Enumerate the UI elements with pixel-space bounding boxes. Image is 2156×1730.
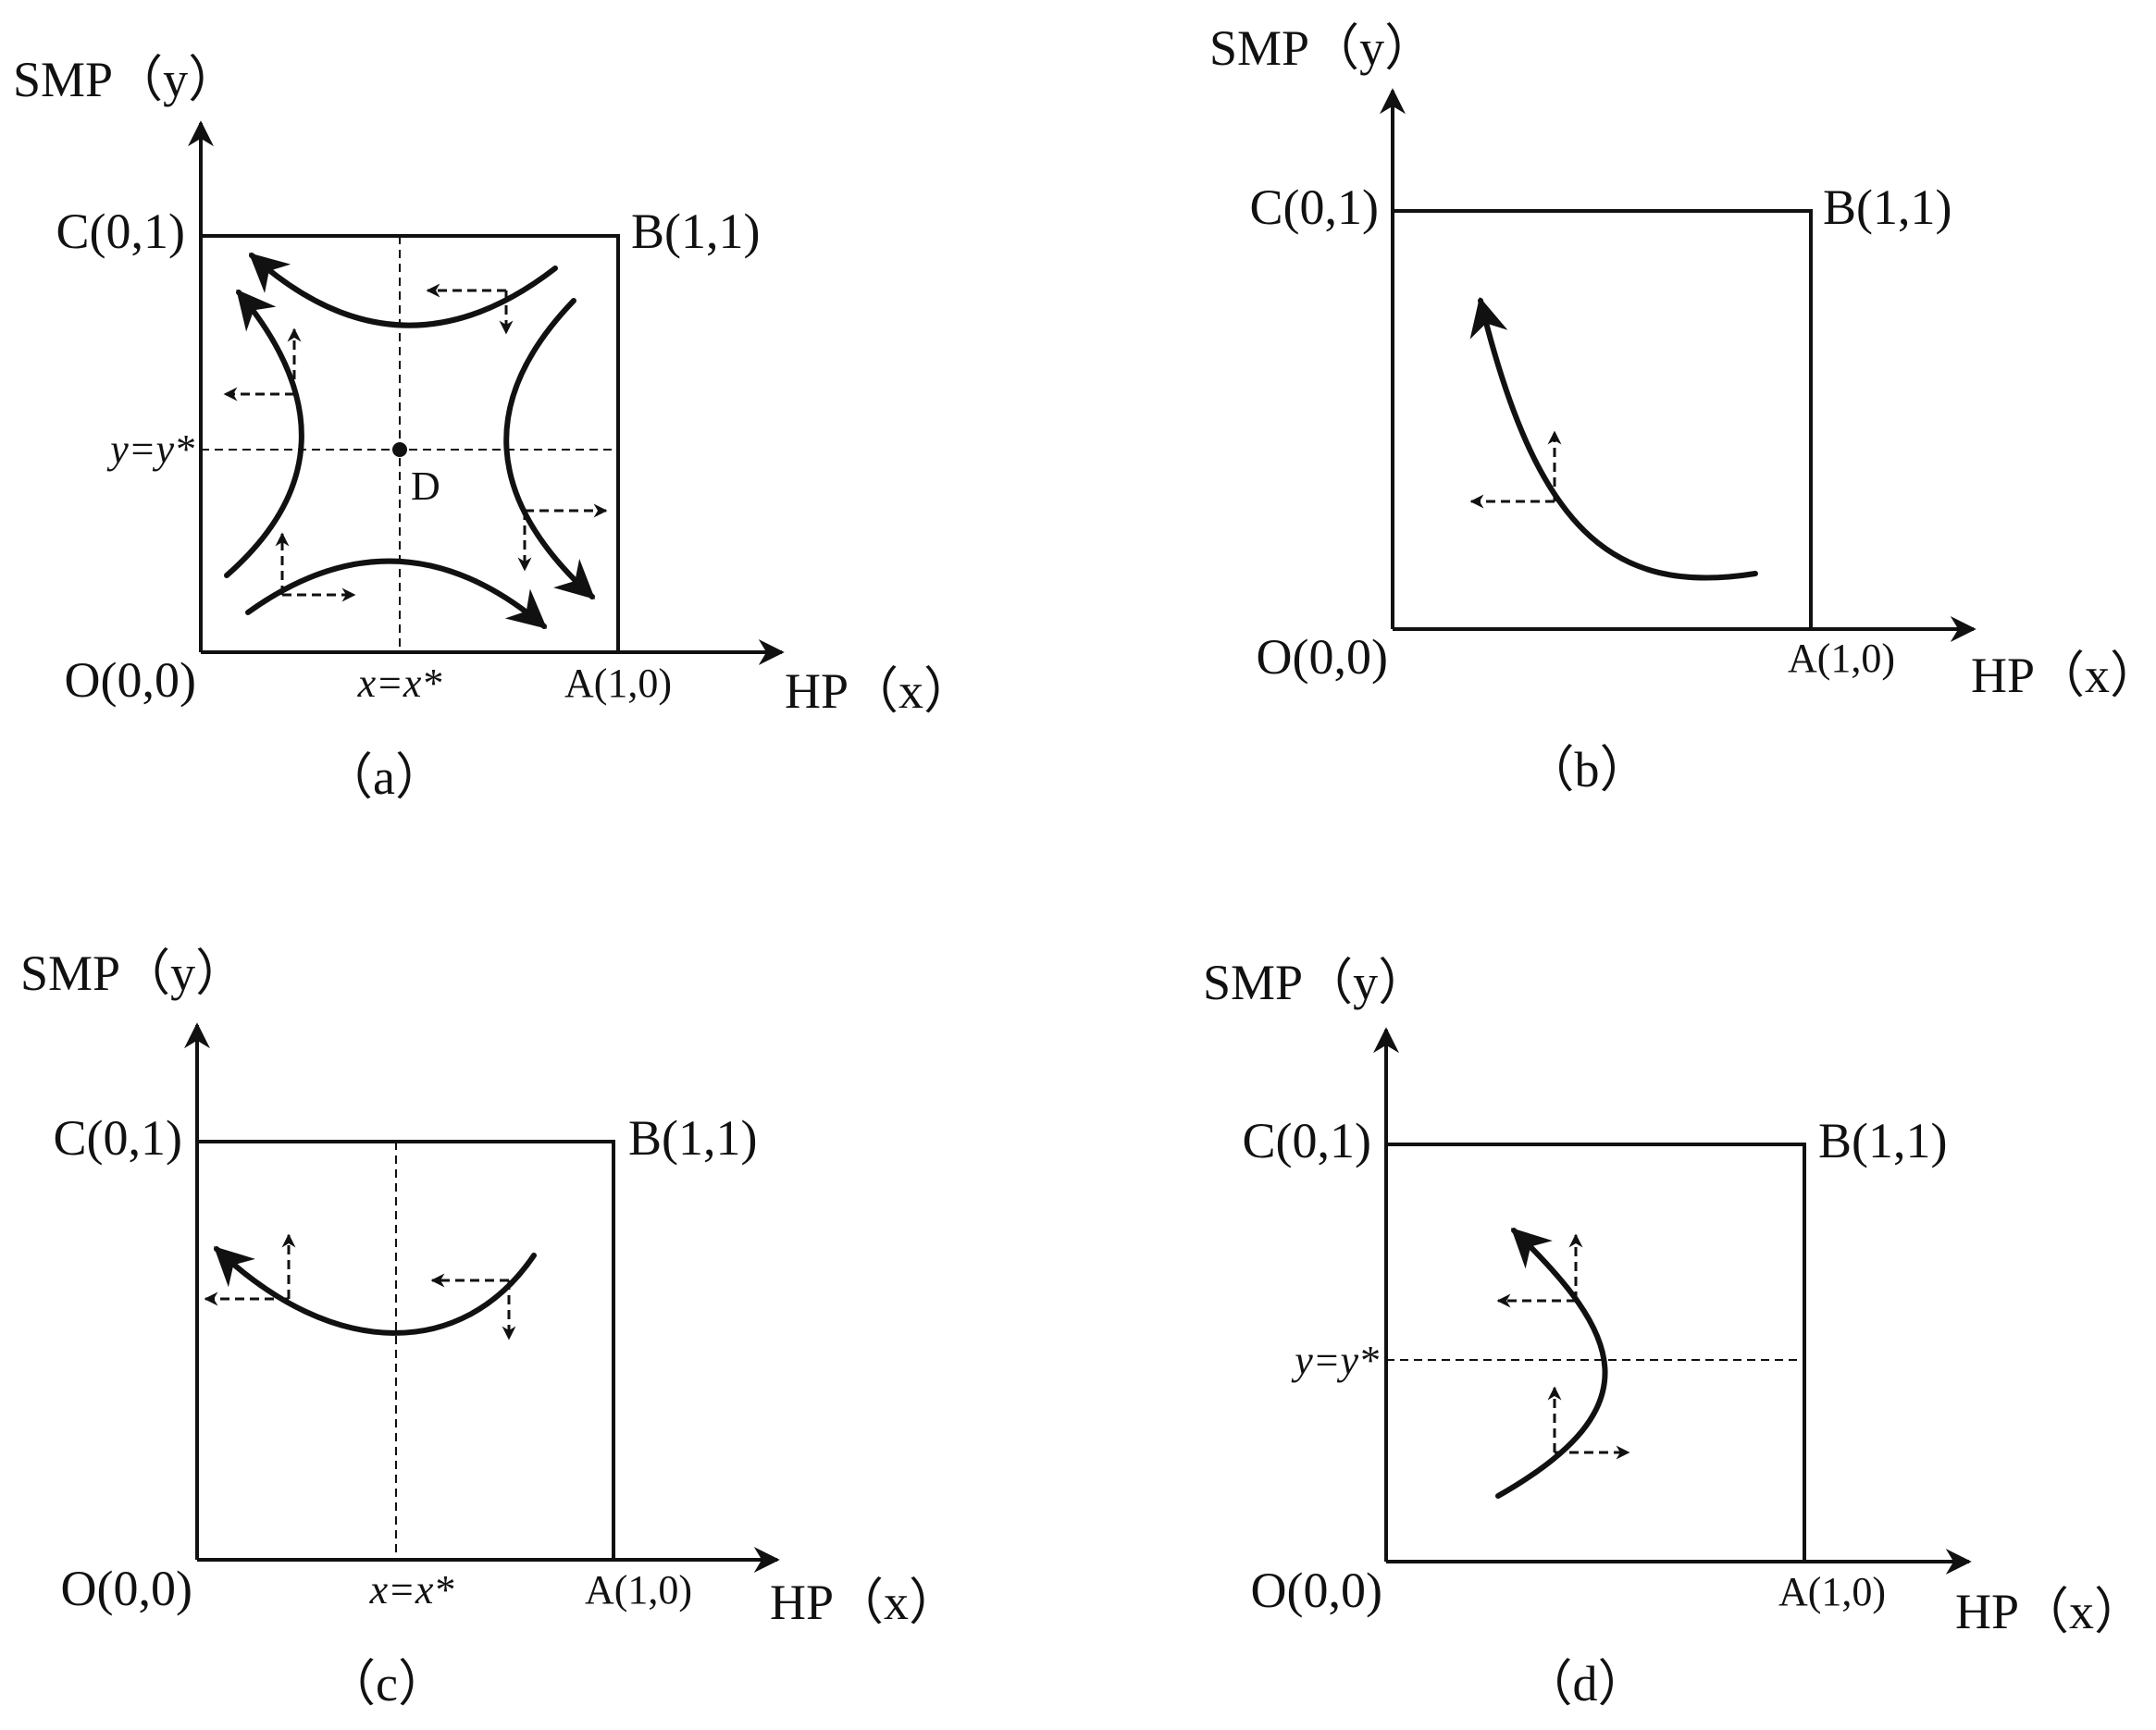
panel-b-corner-c: C(0,1) <box>1250 179 1379 235</box>
panel-a-point-d-label: D <box>411 463 440 509</box>
panel-c-x-guide-label: x=x* <box>369 1567 454 1613</box>
panel-a-bottom-trajectory <box>245 558 548 629</box>
panel-c-corner-c: C(0,1) <box>54 1110 182 1166</box>
panel-c-x-axis-label: HP（x） <box>770 1575 959 1630</box>
panel-c-origin: O(0,0) <box>61 1561 192 1616</box>
panel-c-corner-a: A(1,0) <box>585 1567 692 1613</box>
panel-b: SMP（y） HP（x） C(0,1) B(1,1) O(0,0) A(1,0)… <box>1209 20 2156 797</box>
panel-a-x-axis-label: HP（x） <box>785 663 973 719</box>
panel-c: SMP（y） HP（x） C(0,1) B(1,1) O(0,0) A(1,0)… <box>20 945 959 1711</box>
panel-c-y-axis-label: SMP（y） <box>20 945 245 1001</box>
panel-a-corner-b: B(1,1) <box>631 204 760 259</box>
panel-a-unit-square <box>201 234 620 652</box>
panel-a: SMP（y） HP（x） C(0,1) B(1,1) O(0,0) A(1,0)… <box>13 52 973 805</box>
panel-a-top-trajectory <box>248 253 558 328</box>
panel-a-left-trajectory <box>224 289 304 578</box>
panel-d-corner-b: B(1,1) <box>1818 1113 1947 1168</box>
panel-a-corner-c: C(0,1) <box>56 204 185 259</box>
panel-a-x-guide-label: x=x* <box>357 661 442 706</box>
panel-d-trajectory <box>1495 1228 1608 1499</box>
panel-b-caption: （b） <box>1525 742 1650 797</box>
panel-d-corner-c: C(0,1) <box>1243 1113 1371 1168</box>
panel-b-origin: O(0,0) <box>1257 629 1388 685</box>
panel-a-right-trajectory <box>503 298 596 599</box>
panel-d-x-axis-label: HP（x） <box>1955 1584 2144 1639</box>
panel-c-trajectory <box>213 1246 537 1336</box>
panel-a-caption: （a） <box>323 749 445 805</box>
panel-b-y-axis-label: SMP（y） <box>1209 20 1434 76</box>
panel-c-corner-b: B(1,1) <box>628 1110 757 1166</box>
panel-b-corner-b: B(1,1) <box>1823 179 1952 235</box>
panel-b-x-axis-label: HP（x） <box>1971 648 2156 703</box>
panel-a-y-axis-label: SMP（y） <box>13 52 238 107</box>
panel-d-unit-square <box>1386 1143 1806 1562</box>
panel-a-origin: O(0,0) <box>65 652 196 708</box>
panel-a-corner-a: A(1,0) <box>564 661 672 706</box>
panel-c-caption: （c） <box>326 1656 448 1711</box>
panel-b-unit-square <box>1393 209 1813 629</box>
panel-d-y-guide-label: y=y* <box>1291 1338 1379 1383</box>
panel-a-y-guide-label: y=y* <box>106 426 194 472</box>
panel-d-y-axis-label: SMP（y） <box>1203 955 1428 1010</box>
panel-c-unit-square <box>197 1140 615 1560</box>
panel-b-trajectory <box>1469 296 1758 581</box>
panel-d-corner-a: A(1,0) <box>1778 1569 1886 1614</box>
panel-d-origin: O(0,0) <box>1251 1563 1382 1618</box>
panel-d-caption: （d） <box>1523 1656 1648 1711</box>
panel-a-saddle-point-d <box>392 442 407 457</box>
panel-b-corner-a: A(1,0) <box>1788 636 1895 681</box>
panel-d: SMP（y） HP（x） C(0,1) B(1,1) O(0,0) A(1,0)… <box>1203 955 2144 1711</box>
